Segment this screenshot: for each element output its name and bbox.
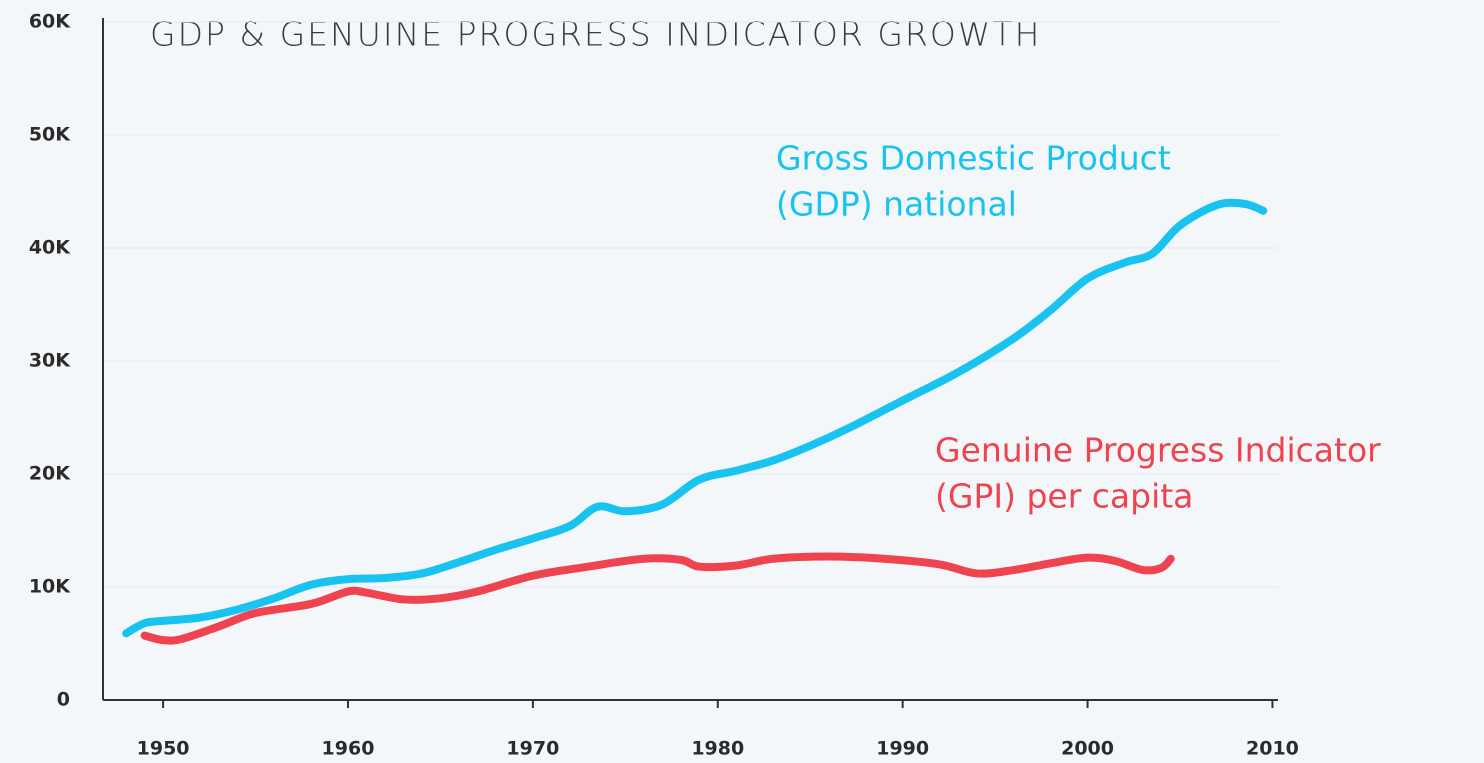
x-tick-label: 1990 — [876, 738, 929, 760]
y-tick-label: 60K — [29, 11, 71, 33]
series-line — [140, 552, 1175, 645]
x-tick-label: 1980 — [691, 738, 744, 760]
x-tick-label: 1970 — [506, 738, 559, 760]
y-tick-label: 10K — [29, 576, 71, 598]
x-tick-label: 2010 — [1246, 738, 1299, 760]
chart-title: GDP & GENUINE PROGRESS INDICATOR GROWTH — [150, 15, 1041, 54]
y-tick-label: 20K — [29, 463, 71, 485]
series-label: (GDP) national — [776, 185, 1017, 224]
series-label: Gross Domestic Product — [776, 139, 1171, 178]
series-line — [122, 198, 1268, 638]
y-tick-label: 40K — [29, 237, 71, 259]
y-tick-label: 50K — [29, 124, 71, 146]
y-tick-label: 0 — [57, 689, 70, 711]
x-tick-label: 1950 — [137, 738, 190, 760]
y-tick-label: 30K — [29, 350, 71, 372]
series-label: Genuine Progress Indicator — [935, 431, 1381, 470]
x-tick-label: 2000 — [1061, 738, 1114, 760]
x-tick-label: 1960 — [322, 738, 375, 760]
series-label: (GPI) per capita — [935, 477, 1193, 516]
